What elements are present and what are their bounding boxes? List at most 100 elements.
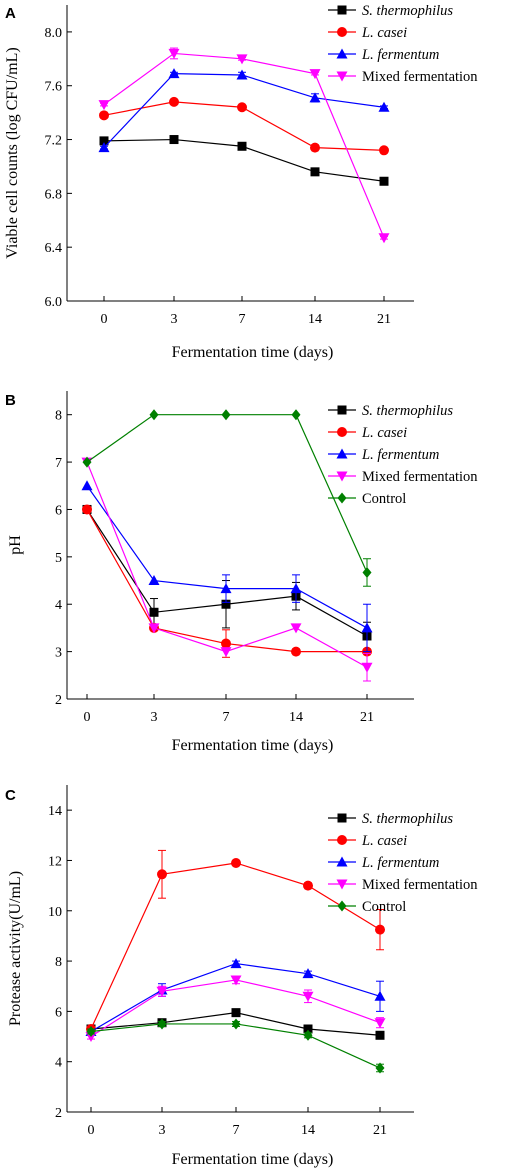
y-tick-label: 3 [55,646,62,661]
y-axis-title: pH [7,535,24,555]
data-point [309,69,321,80]
legend-marker [337,813,347,823]
data-point [221,638,231,649]
data-point [99,110,109,121]
data-point [378,101,390,112]
legend-item: Mixed fermentation [328,69,478,85]
data-point [231,1018,241,1030]
data-point [220,583,232,594]
x-tick-label: 21 [373,1123,387,1138]
x-tick-label: 3 [171,312,178,327]
legend-label: S. thermophilus [362,3,453,19]
data-point [230,975,242,986]
data-point [156,986,168,997]
series-2 [98,68,390,153]
y-tick-label: 12 [48,854,62,869]
legend-marker [336,71,348,82]
data-point [378,233,390,244]
legend-marker [337,5,347,15]
legend-item: L. casei [328,833,407,849]
series-0 [99,135,389,186]
data-point [302,968,314,979]
data-point [236,69,248,80]
data-point [237,102,247,113]
data-point [290,623,302,634]
panel-letter: B [5,392,16,409]
y-tick-label: 5 [55,551,62,566]
legend-marker [337,27,347,37]
legend-label: L. casei [361,25,407,41]
data-point [85,1032,97,1043]
legend-marker [337,900,347,912]
legend-item: Mixed fermentation [328,469,478,485]
y-tick-label: 2 [55,1106,62,1121]
legend-marker [336,879,348,890]
data-point [230,958,242,969]
legend-item: S. thermophilus [328,3,453,19]
series-1 [99,96,389,156]
data-point [362,566,372,578]
legend-label: L. fermentum [361,47,439,63]
data-point [310,142,320,153]
data-point [361,662,373,673]
data-point [168,68,180,79]
data-point [98,142,110,153]
legend-item: Mixed fermentation [328,877,478,893]
data-point [309,92,321,103]
series-4 [86,1018,385,1074]
y-tick-label: 8.0 [45,26,63,41]
legend-label: Control [362,491,406,507]
legend-item: L. casei [328,25,407,41]
series-line [86,509,368,637]
legend-marker [337,405,347,415]
x-axis-title: Fermentation time (days) [172,737,334,754]
y-tick-label: 4 [55,1056,62,1071]
legend-item: Control [328,491,406,507]
x-tick-label: 14 [301,1123,315,1138]
x-tick-label: 14 [289,710,303,725]
y-tick-label: 6 [55,503,62,518]
y-tick-label: 6.8 [45,187,63,202]
data-point [169,96,179,107]
legend-item: S. thermophilus [328,811,453,827]
x-tick-label: 0 [101,312,108,327]
y-tick-label: 2 [55,693,62,708]
legend-marker [337,492,347,504]
legend-item: L. casei [328,425,407,441]
data-point [148,623,160,634]
y-tick-label: 7.6 [45,80,63,95]
legend-label: L. fermentum [361,447,439,463]
y-tick-label: 4 [55,598,62,613]
legend-marker [336,471,348,482]
x-tick-label: 3 [151,710,158,725]
legend-marker [337,835,347,845]
data-point [291,409,301,421]
legend-label: Mixed fermentation [362,469,478,485]
legend-label: L. casei [361,425,407,441]
data-point [303,1024,313,1034]
series-2 [81,480,373,653]
legend-item: L. fermentum [328,855,439,871]
data-point [86,1026,96,1038]
data-point [303,880,313,891]
x-tick-label: 0 [84,710,91,725]
data-point [374,1018,386,1029]
series-line [90,862,381,1030]
y-axis-title: Protease activity(U/mL) [7,871,24,1026]
legend-label: Control [362,899,406,915]
y-tick-label: 7.2 [45,134,63,149]
data-point [361,622,373,633]
x-axis-title: Fermentation time (days) [172,1151,334,1168]
legend: S. thermophilus L. casei L. fermentum Mixed… [328,811,478,915]
series-3 [81,457,373,682]
legend-item: L. fermentum [328,47,439,63]
y-tick-label: 8 [55,955,62,970]
series-line [86,461,368,668]
data-point [99,136,109,146]
data-point [157,1018,167,1030]
legend-label: L. fermentum [361,855,439,871]
data-point [375,924,385,935]
series-line [86,414,368,573]
x-tick-label: 21 [377,312,391,327]
